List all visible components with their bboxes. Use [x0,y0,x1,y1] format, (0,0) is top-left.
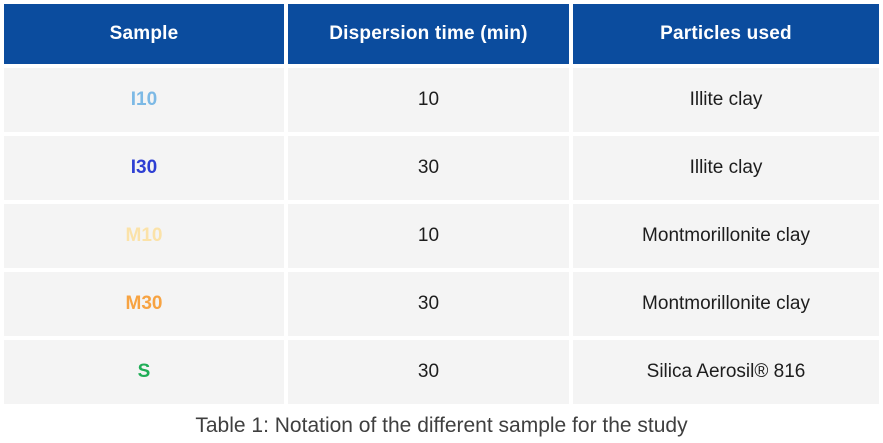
col-header-sample: Sample [4,4,284,64]
table-row: M30 30 Montmorillonite clay [4,272,879,336]
particles-used-value: Montmorillonite clay [573,204,879,268]
particles-used-value: Montmorillonite clay [573,272,879,336]
particles-used-value: Illite clay [573,136,879,200]
table-row: M10 10 Montmorillonite clay [4,204,879,268]
sample-name: M30 [4,272,284,336]
table-row: S 30 Silica Aerosil® 816 [4,340,879,404]
table-row: I30 30 Illite clay [4,136,879,200]
dispersion-time-value: 10 [288,68,569,132]
table-caption: Table 1: Notation of the different sampl… [195,413,688,437]
dispersion-time-value: 10 [288,204,569,268]
particles-used-value: Illite clay [573,68,879,132]
col-header-dispersion-time: Dispersion time (min) [288,4,569,64]
sample-name: S [4,340,284,404]
dispersion-time-value: 30 [288,340,569,404]
particles-used-value: Silica Aerosil® 816 [573,340,879,404]
sample-name: I10 [4,68,284,132]
table-row: I10 10 Illite clay [4,68,879,132]
sample-name: M10 [4,204,284,268]
sample-name: I30 [4,136,284,200]
dispersion-time-value: 30 [288,136,569,200]
samples-table: Sample Dispersion time (min) Particles u… [4,4,879,404]
dispersion-time-value: 30 [288,272,569,336]
col-header-particles-used: Particles used [573,4,879,64]
header-row: Sample Dispersion time (min) Particles u… [4,4,879,64]
